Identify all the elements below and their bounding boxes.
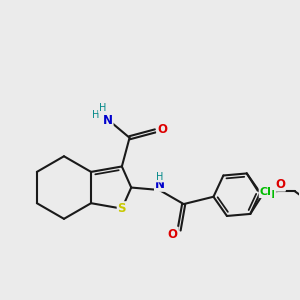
Text: N: N [155,178,165,191]
Text: Cl: Cl [260,187,272,197]
Text: N: N [103,114,112,127]
Text: Cl: Cl [263,190,275,200]
Text: S: S [118,202,126,215]
Text: H: H [99,103,106,112]
Text: H: H [92,110,100,120]
Text: O: O [157,123,167,136]
Text: O: O [275,178,285,191]
Text: H: H [156,172,164,182]
Text: O: O [168,227,178,241]
